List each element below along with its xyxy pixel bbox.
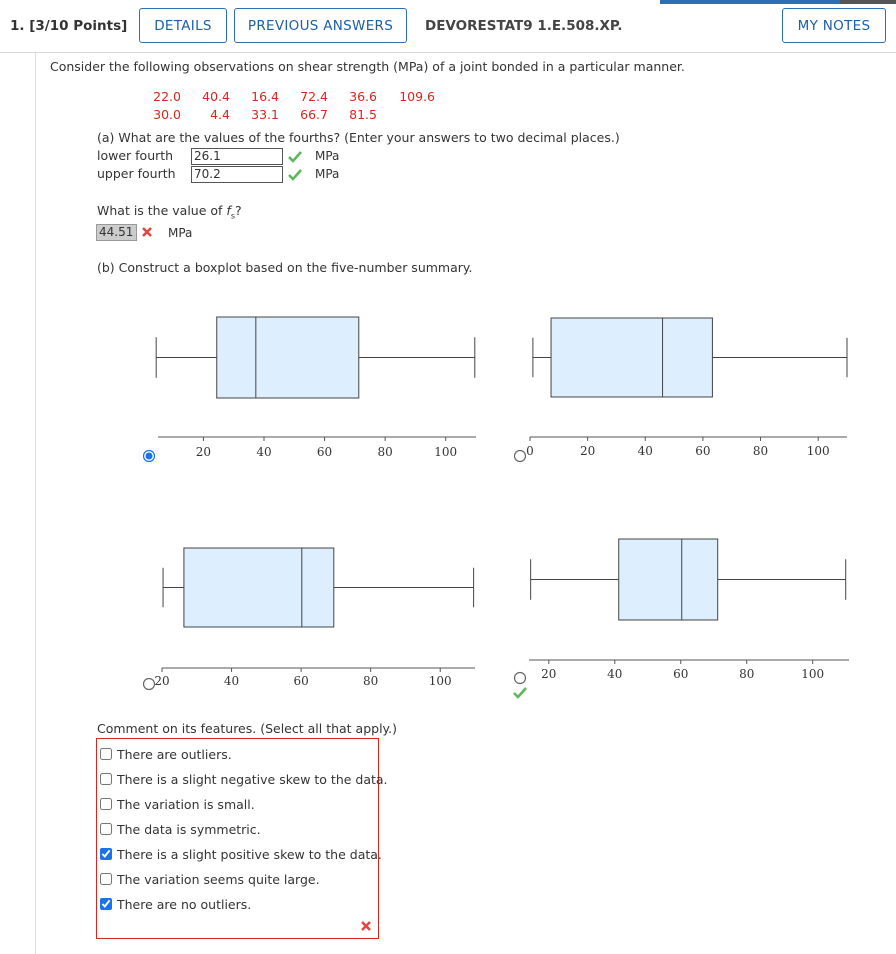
- check-icon: [288, 151, 302, 163]
- status-icon: [360, 920, 372, 936]
- radio-button[interactable]: [513, 671, 527, 685]
- left-border: [35, 53, 36, 954]
- unit: MPa: [168, 226, 193, 240]
- unit: MPa: [315, 149, 340, 163]
- text: ?: [234, 203, 242, 218]
- answer-input[interactable]: 26.1: [191, 148, 283, 165]
- x-tick-label: 60: [695, 444, 710, 458]
- status-icon: [288, 169, 302, 185]
- x-tick-label: 40: [256, 445, 271, 459]
- cross-icon: [361, 921, 371, 931]
- header-divider: [0, 52, 896, 53]
- observation: 81.5: [349, 107, 377, 122]
- var: f: [226, 203, 231, 218]
- top-bar: [660, 0, 840, 4]
- answer-input[interactable]: 70.2: [191, 166, 283, 183]
- x-tick-label: 100: [434, 445, 457, 459]
- option[interactable]: There is a slight positive skew to the d…: [99, 845, 382, 863]
- box: [618, 538, 719, 621]
- observation: 16.4: [251, 89, 279, 104]
- radio-button[interactable]: [142, 677, 156, 691]
- my-notes-button[interactable]: MY NOTES: [782, 8, 886, 43]
- check-icon: [288, 169, 302, 181]
- check-icon: [513, 687, 527, 699]
- cross-icon: [142, 227, 152, 237]
- observation: 109.6: [399, 89, 435, 104]
- option-text: There are outliers.: [117, 746, 232, 762]
- question-label: 1. [3/10 Points]: [10, 18, 128, 34]
- observation: 30.0: [153, 107, 181, 122]
- observation: 33.1: [251, 107, 279, 122]
- x-tick-label: 0: [526, 444, 534, 458]
- option-text: There is a slight negative skew to the d…: [117, 771, 388, 787]
- checkbox[interactable]: [100, 798, 112, 810]
- checkbox[interactable]: [100, 898, 112, 910]
- x-tick-label: 60: [317, 445, 332, 459]
- details-button[interactable]: DETAILS: [139, 8, 227, 43]
- option-text: The variation seems quite large.: [117, 871, 320, 887]
- part-a-question: (a) What are the values of the fourths? …: [97, 130, 620, 145]
- answer-label: upper fourth: [97, 166, 176, 181]
- x-tick-label: 100: [429, 674, 452, 688]
- part-b-question: (b) Construct a boxplot based on the fiv…: [97, 260, 473, 275]
- option[interactable]: The variation seems quite large.: [99, 870, 320, 888]
- checkbox[interactable]: [100, 873, 112, 885]
- radio-dot: [145, 452, 153, 460]
- source: DEVORESTAT9 1.E.508.XP.: [425, 18, 623, 34]
- x-tick-label: 20: [196, 445, 211, 459]
- option-text: The variation is small.: [117, 796, 255, 812]
- option[interactable]: There are no outliers.: [99, 895, 251, 913]
- top-bar: [840, 0, 896, 4]
- option-text: There is a slight positive skew to the d…: [117, 846, 382, 862]
- fs-input[interactable]: 44.51: [96, 224, 137, 241]
- status-icon: [288, 151, 302, 167]
- x-tick-label: 40: [224, 674, 239, 688]
- x-tick-label: 100: [801, 667, 824, 681]
- option[interactable]: The variation is small.: [99, 795, 255, 813]
- x-tick-label: 80: [739, 667, 754, 681]
- x-tick-label: 40: [638, 444, 653, 458]
- x-tick-label: 20: [580, 444, 595, 458]
- observation: 22.0: [153, 89, 181, 104]
- observation: 40.4: [202, 89, 230, 104]
- x-tick-label: 20: [541, 667, 556, 681]
- x-tick-label: 80: [378, 445, 393, 459]
- checkbox[interactable]: [100, 823, 112, 835]
- options-box: [96, 738, 379, 939]
- sub: s: [230, 211, 235, 221]
- x-tick-label: 60: [293, 674, 308, 688]
- option-text: The data is symmetric.: [117, 821, 261, 837]
- unit: MPa: [315, 167, 340, 181]
- answer-label: lower fourth: [97, 148, 174, 163]
- previous-answers-button[interactable]: PREVIOUS ANSWERS: [234, 8, 407, 43]
- observation: 36.6: [349, 89, 377, 104]
- x-tick-label: 80: [753, 444, 768, 458]
- checkbox[interactable]: [100, 748, 112, 760]
- checkbox[interactable]: [100, 773, 112, 785]
- x-tick-label: 80: [363, 674, 378, 688]
- checkbox[interactable]: [100, 848, 112, 860]
- option-text: There are no outliers.: [117, 896, 252, 912]
- option[interactable]: There are outliers.: [99, 745, 232, 763]
- radio-button[interactable]: [513, 449, 527, 463]
- x-tick-label: 40: [607, 667, 622, 681]
- fs-question: What is the value of fs?: [97, 203, 242, 225]
- comment-question: Comment on its features. (Select all tha…: [97, 721, 398, 736]
- prompt: Consider the following observations on s…: [50, 59, 685, 74]
- observation: 72.4: [300, 89, 328, 104]
- observation: 66.7: [300, 107, 328, 122]
- box: [550, 317, 713, 398]
- observation: 4.4: [210, 107, 230, 122]
- option[interactable]: The data is symmetric.: [99, 820, 261, 838]
- box: [183, 547, 335, 628]
- x-tick-label: 20: [154, 674, 169, 688]
- x-tick-label: 60: [673, 667, 688, 681]
- status-icon: [141, 226, 153, 242]
- option[interactable]: There is a slight negative skew to the d…: [99, 770, 388, 788]
- text: What is the value of: [97, 203, 227, 218]
- x-tick-label: 100: [807, 444, 830, 458]
- box: [216, 316, 360, 399]
